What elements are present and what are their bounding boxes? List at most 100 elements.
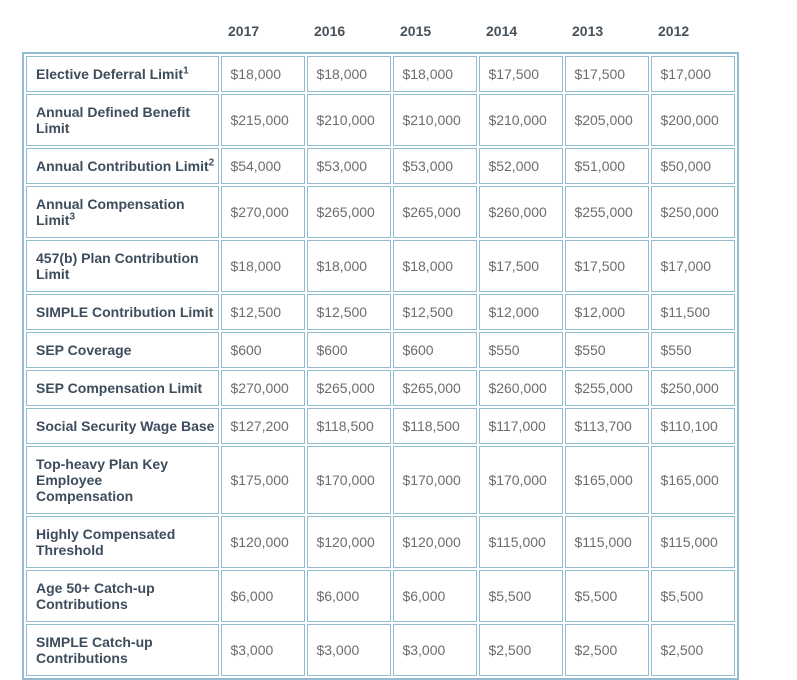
value-cell: $3,000: [307, 624, 392, 676]
value-cell: $18,000: [221, 56, 306, 92]
row-label-text: Top-heavy Plan Key: [36, 456, 169, 472]
row-label-text: Limit: [36, 212, 70, 228]
limits-table-body: Elective Deferral Limit1 $18,000 $18,000 $1…: [26, 56, 736, 676]
value-cell: $200,000: [651, 94, 736, 146]
value-cell: $5,500: [479, 570, 564, 622]
value-cell: $120,000: [307, 516, 392, 568]
value-cell: $215,000: [221, 94, 306, 146]
year-header: 2014: [486, 23, 518, 39]
value-cell: $600: [221, 332, 306, 368]
row-label: SIMPLE Catch-up Contributions: [26, 624, 220, 676]
value-cell: $170,000: [393, 446, 478, 514]
row-label: Age 50+ Catch-up Contributions: [26, 570, 220, 622]
value-cell: $205,000: [565, 94, 650, 146]
value-cell: $175,000: [221, 446, 306, 514]
year-header: 2013: [572, 23, 604, 39]
value-cell: $550: [565, 332, 650, 368]
value-cell: $17,500: [565, 240, 650, 292]
value-cell: $600: [393, 332, 478, 368]
row-label: SEP Coverage: [26, 332, 220, 368]
value-cell: $120,000: [393, 516, 478, 568]
row-label-text: Highly Compensated: [36, 526, 176, 542]
year-header-row: 2017 2016 2015 2014 2013 2012: [26, 18, 733, 46]
value-cell: $260,000: [479, 186, 564, 238]
year-header: 2012: [658, 23, 690, 39]
table-row: Elective Deferral Limit1 $18,000 $18,000 $1…: [26, 56, 736, 92]
row-label-text: Annual Compensation: [36, 196, 185, 212]
row-label: Annual Compensation Limit3: [26, 186, 220, 238]
row-label: Highly Compensated Threshold: [26, 516, 220, 568]
value-cell: $550: [479, 332, 564, 368]
value-cell: $110,100: [651, 408, 736, 444]
value-cell: $52,000: [479, 148, 564, 184]
value-cell: $210,000: [307, 94, 392, 146]
value-cell: $17,000: [651, 56, 736, 92]
value-cell: $18,000: [393, 240, 478, 292]
row-label-text: Limit: [36, 266, 70, 282]
row-label-text: SIMPLE Contribution Limit: [36, 304, 214, 320]
value-cell: $18,000: [307, 240, 392, 292]
value-cell: $270,000: [221, 370, 306, 406]
value-cell: $12,500: [307, 294, 392, 330]
value-cell: $18,000: [393, 56, 478, 92]
row-label-text: Compensation: [36, 488, 134, 504]
value-cell: $12,500: [221, 294, 306, 330]
value-cell: $17,500: [479, 56, 564, 92]
retirement-limits-table: Elective Deferral Limit1 $18,000 $18,000 $1…: [22, 52, 740, 680]
value-cell: $265,000: [307, 370, 392, 406]
value-cell: $6,000: [307, 570, 392, 622]
table-row: Annual Contribution Limit2 $54,000 $53,000…: [26, 148, 736, 184]
value-cell: $12,500: [393, 294, 478, 330]
row-label: Top-heavy Plan Key Employee Compensation: [26, 446, 220, 514]
value-cell: $127,200: [221, 408, 306, 444]
table-row: SEP Compensation Limit $270,000 $265,000 $2…: [26, 370, 736, 406]
row-label: Elective Deferral Limit1: [26, 56, 220, 92]
value-cell: $6,000: [221, 570, 306, 622]
value-cell: $165,000: [651, 446, 736, 514]
row-label-text: Annual Contribution Limit: [36, 158, 209, 174]
value-cell: $53,000: [393, 148, 478, 184]
value-cell: $5,500: [651, 570, 736, 622]
row-label: Social Security Wage Base: [26, 408, 220, 444]
row-label-text: Limit: [36, 120, 70, 136]
row-label: SIMPLE Contribution Limit: [26, 294, 220, 330]
value-cell: $118,500: [307, 408, 392, 444]
row-label-text: Employee: [36, 472, 103, 488]
table-row: SEP Coverage $600 $600 $600 $550 $550 $550: [26, 332, 736, 368]
value-cell: $113,700: [565, 408, 650, 444]
value-cell: $255,000: [565, 186, 650, 238]
value-cell: $51,000: [565, 148, 650, 184]
table-row: SIMPLE Contribution Limit $12,500 $12,500 $…: [26, 294, 736, 330]
year-header: 2016: [314, 23, 346, 39]
value-cell: $3,000: [221, 624, 306, 676]
value-cell: $17,500: [565, 56, 650, 92]
value-cell: $115,000: [479, 516, 564, 568]
value-cell: $12,000: [479, 294, 564, 330]
value-cell: $17,000: [651, 240, 736, 292]
table-row: Top-heavy Plan Key Employee Compensation $1…: [26, 446, 736, 514]
value-cell: $115,000: [651, 516, 736, 568]
year-header: 2015: [400, 23, 432, 39]
row-label-text: Contributions: [36, 650, 128, 666]
row-label: Annual Contribution Limit2: [26, 148, 220, 184]
row-label-text: Contributions: [36, 596, 128, 612]
value-cell: $6,000: [393, 570, 478, 622]
value-cell: $250,000: [651, 186, 736, 238]
row-label: SEP Compensation Limit: [26, 370, 220, 406]
table-row: Annual Defined Benefit Limit $215,000 $210,…: [26, 94, 736, 146]
row-label-text: Age 50+ Catch-up: [36, 580, 155, 596]
footnote-marker: 2: [208, 157, 215, 169]
value-cell: $165,000: [565, 446, 650, 514]
row-label-text: Annual Defined Benefit: [36, 104, 191, 120]
value-cell: $210,000: [393, 94, 478, 146]
value-cell: $115,000: [565, 516, 650, 568]
value-cell: $265,000: [307, 186, 392, 238]
row-label-text: Social Security Wage Base: [36, 418, 215, 434]
value-cell: $2,500: [565, 624, 650, 676]
value-cell: $5,500: [565, 570, 650, 622]
row-label: 457(b) Plan Contribution Limit: [26, 240, 220, 292]
value-cell: $17,500: [479, 240, 564, 292]
value-cell: $170,000: [307, 446, 392, 514]
value-cell: $265,000: [393, 186, 478, 238]
value-cell: $170,000: [479, 446, 564, 514]
